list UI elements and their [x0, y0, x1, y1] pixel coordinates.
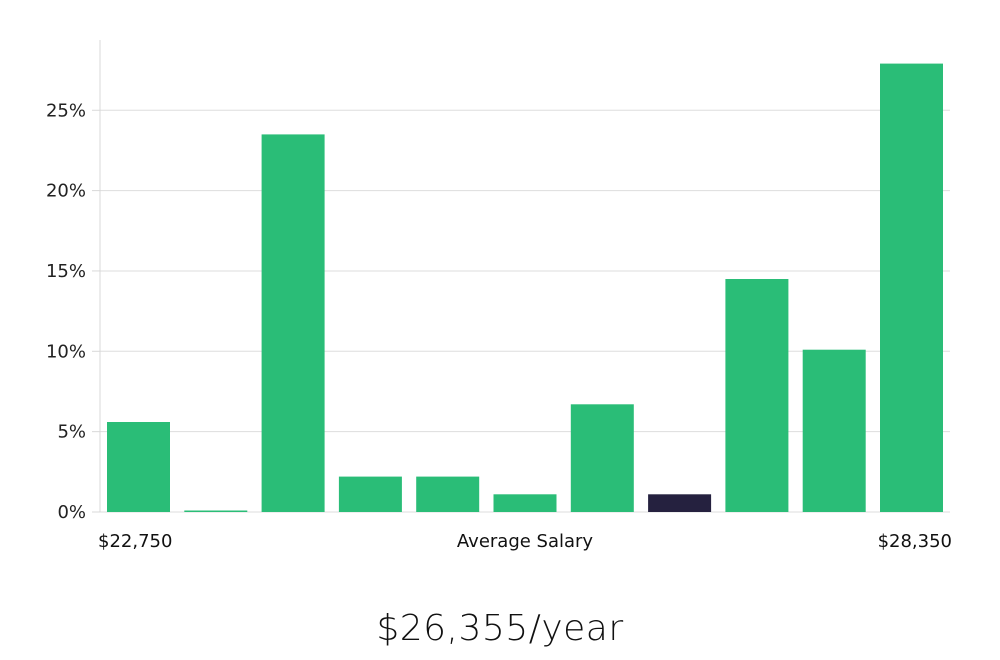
y-tick-label: 10%: [46, 341, 86, 362]
y-tick-labels: 0% 5% 10% 15% 20% 25%: [46, 100, 100, 523]
bar[interactable]: [184, 510, 248, 513]
y-tick-label: 15%: [46, 261, 86, 282]
bar[interactable]: [107, 422, 170, 512]
x-labels: $22,750 Average Salary $28,350: [98, 531, 952, 552]
y-tick-label: 25%: [46, 100, 86, 121]
bar-highlighted[interactable]: [648, 494, 712, 512]
x-min-label: $22,750: [98, 531, 172, 552]
y-tick-label: 5%: [57, 422, 86, 443]
bar[interactable]: [416, 476, 480, 512]
bar[interactable]: [880, 63, 943, 512]
y-tick-label: 0%: [57, 502, 86, 523]
bar[interactable]: [802, 349, 866, 512]
average-salary-value: $26,355/year: [376, 608, 624, 649]
bar[interactable]: [338, 476, 402, 512]
bar[interactable]: [725, 279, 789, 512]
x-axis-title: Average Salary: [457, 531, 594, 552]
bar[interactable]: [570, 404, 634, 512]
salary-histogram: 0% 5% 10% 15% 20% 25% $22,750 Average Salary …: [46, 40, 952, 552]
bar[interactable]: [493, 494, 557, 512]
bar[interactable]: [261, 134, 325, 512]
bars: [107, 63, 943, 513]
x-max-label: $28,350: [878, 531, 952, 552]
y-tick-label: 20%: [46, 181, 86, 202]
